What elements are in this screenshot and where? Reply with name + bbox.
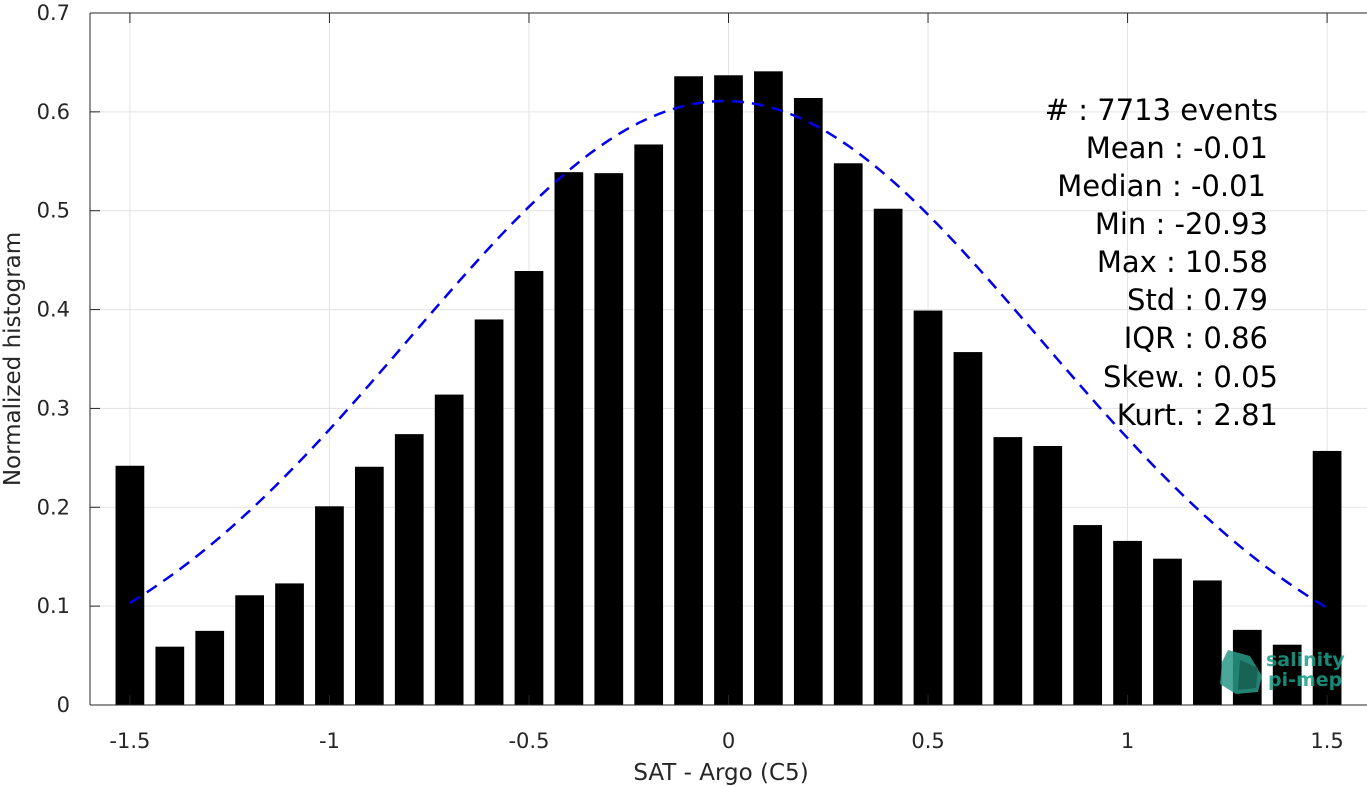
stat-kurt: Kurt. : 2.81 xyxy=(1117,398,1278,432)
stat-events: # : 7713 events xyxy=(1045,93,1278,127)
bar-12 xyxy=(594,173,624,706)
x-tick-label-1: -1 xyxy=(319,729,340,753)
bar-11 xyxy=(554,172,584,705)
bar-5 xyxy=(315,506,344,705)
bar-24 xyxy=(1073,525,1103,705)
x-tick-label-6: 1.5 xyxy=(1310,729,1343,753)
x-tick-label-5: 1 xyxy=(1121,729,1134,753)
bar-19 xyxy=(873,208,903,706)
bar-25 xyxy=(1113,540,1142,705)
x-tick-label-2: -0.5 xyxy=(508,729,549,753)
x-tick-label-0: -1.5 xyxy=(109,729,150,753)
stat-max: Max : 10.58 xyxy=(1097,245,1268,279)
bar-13 xyxy=(634,144,664,706)
bar-4 xyxy=(275,583,304,705)
logo-text-pimep: pi-mep xyxy=(1268,669,1342,691)
bar-18 xyxy=(833,163,863,705)
axes xyxy=(89,12,1367,706)
logo-text-salinity: salinity xyxy=(1266,649,1345,671)
x-tick-labels: -1.5 -1 -0.5 0 0.5 1 1.5 xyxy=(109,729,1343,753)
bars xyxy=(115,71,1342,706)
bar-7 xyxy=(394,434,424,705)
stat-std: Std : 0.79 xyxy=(1127,283,1268,317)
logo-cube-shade xyxy=(1238,660,1258,690)
bar-3 xyxy=(235,595,264,705)
bar-10 xyxy=(514,271,544,705)
bar-27 xyxy=(1193,580,1222,705)
stat-mean: Mean : -0.01 xyxy=(1086,131,1268,165)
bar-17 xyxy=(793,98,823,705)
y-tick-label-7: 0.7 xyxy=(37,1,70,25)
y-tick-label-3: 0.3 xyxy=(37,396,70,420)
bar-15 xyxy=(714,75,743,705)
x-axis-label: SAT - Argo (C5) xyxy=(633,760,808,786)
y-tick-label-1: 0.1 xyxy=(37,594,70,618)
stat-median: Median : -0.01 xyxy=(1057,169,1266,203)
y-tick-label-2: 0.2 xyxy=(37,495,70,519)
bar-16 xyxy=(754,71,783,706)
x-tick-label-3: 0 xyxy=(722,729,735,753)
bar-26 xyxy=(1153,558,1182,705)
bar-8 xyxy=(434,394,464,705)
bar-6 xyxy=(354,466,384,705)
bar-2 xyxy=(195,630,225,705)
bar-23 xyxy=(1033,445,1063,705)
bar-30 xyxy=(1312,450,1342,705)
salinity-pi-mep-logo: salinity pi-mep xyxy=(1220,649,1345,694)
bar-21 xyxy=(953,352,983,705)
stats-annotation: # : 7713 events Mean : -0.01 Median : -0… xyxy=(1045,93,1278,432)
bar-22 xyxy=(993,437,1023,705)
y-tick-labels: 0 0.1 0.2 0.3 0.4 0.5 0.6 0.7 xyxy=(37,1,70,717)
y-axis-label: Normalized histogram xyxy=(0,232,26,486)
y-tick-label-5: 0.5 xyxy=(37,199,70,223)
bar-0 xyxy=(115,465,145,705)
bar-1 xyxy=(155,646,185,705)
y-tick-label-0: 0 xyxy=(57,693,70,717)
stat-min: Min : -20.93 xyxy=(1095,207,1268,241)
gaussian-fit-curve xyxy=(129,99,1328,609)
y-tick-label-6: 0.6 xyxy=(37,100,70,124)
x-tick-label-4: 0.5 xyxy=(911,729,944,753)
bar-20 xyxy=(913,310,943,705)
bar-9 xyxy=(474,319,504,705)
stat-iqr: IQR : 0.86 xyxy=(1124,321,1268,355)
bar-14 xyxy=(674,76,703,706)
y-tick-label-4: 0.4 xyxy=(37,298,70,322)
bar-29 xyxy=(1272,644,1302,705)
stat-skew: Skew. : 0.05 xyxy=(1103,360,1278,394)
